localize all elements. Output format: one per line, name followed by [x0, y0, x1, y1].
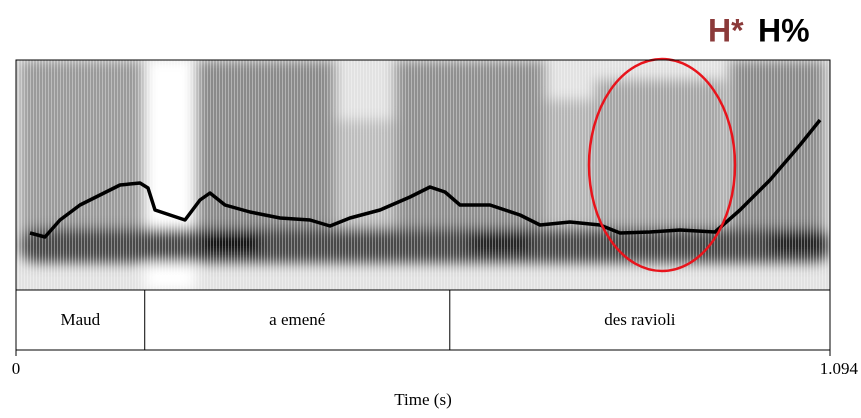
- x-tick-label: 1.094: [820, 359, 859, 378]
- x-axis-label: Time (s): [394, 390, 451, 409]
- spectrogram: [16, 60, 830, 290]
- highlight-ellipse: [587, 57, 737, 273]
- accent-label: H*: [708, 12, 744, 48]
- boundary-label: H%: [758, 12, 810, 48]
- frame: [15, 59, 831, 351]
- interval-label: a emené: [269, 310, 325, 329]
- pitch-contour: [29, 118, 822, 239]
- interval-label: des ravioli: [604, 310, 676, 329]
- x-tick-label: 0: [12, 359, 21, 378]
- interval-label: Maud: [61, 310, 101, 329]
